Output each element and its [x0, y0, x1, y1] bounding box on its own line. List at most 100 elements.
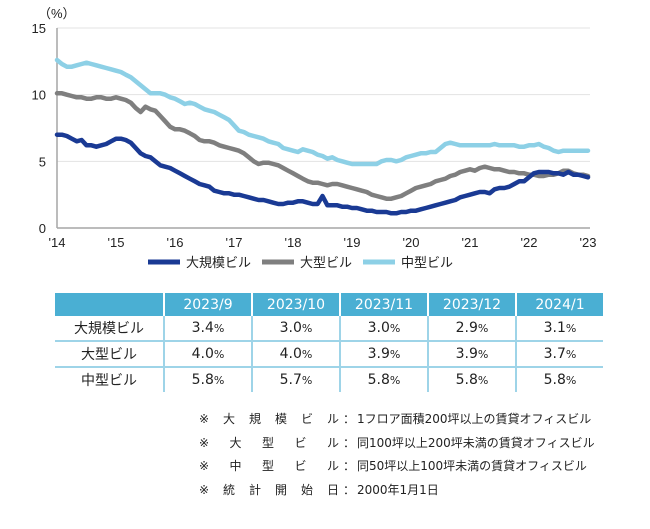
rate-value: 3.9	[367, 346, 390, 362]
x-tick-label: '19	[344, 235, 361, 250]
footnotes: ※ 大規模ビル： 1フロア面積200坪以上の賃貸オフィスビル ※ 大型ビル：同100坪以…	[199, 408, 595, 502]
x-tick-label: '15	[108, 235, 125, 250]
rate-value: 4.0	[191, 346, 214, 362]
rate-cell: 4.0%	[252, 340, 341, 367]
footnote-separator: ：	[343, 459, 356, 473]
y-axis-unit-label: （%）	[38, 6, 76, 21]
legend-label: 大規模ビル	[186, 256, 251, 271]
footnote-separator: ：	[343, 482, 356, 497]
rate-value: 3.0	[367, 320, 390, 336]
rate-cell: 5.8%	[428, 366, 517, 392]
table-header-cell: 2023/10	[252, 293, 341, 316]
y-axis-ticks: 0 5 10 15	[32, 21, 46, 236]
rate-value: 5.7	[279, 372, 302, 388]
y-tick-label: 10	[32, 88, 46, 103]
rate-unit: %	[213, 348, 225, 361]
footnote-row: ※ 大型ビル ：同100坪以上200坪未満の賃貸オフィスビル	[199, 432, 595, 456]
rate-cell: 5.8%	[516, 366, 603, 392]
rate-cell: 3.7%	[516, 340, 603, 367]
footnote-separator: ：	[343, 412, 356, 426]
footnote-row: ※ 大規模ビル ： 1フロア面積200坪以上の賃貸オフィスビル	[199, 408, 595, 432]
rate-unit: %	[477, 322, 489, 335]
rate-unit: %	[301, 322, 313, 335]
x-tick-label: '17	[226, 235, 243, 250]
rate-cell: 3.0%	[340, 316, 429, 341]
vacancy-rate-chart: （%） 0 5 10 15 '14 '15 '16 '17 '18 '19 '20 '21 '22 '2…	[32, 6, 597, 271]
rate-value: 3.0	[279, 320, 302, 336]
x-tick-label: '16	[167, 235, 184, 250]
rate-unit: %	[213, 374, 225, 387]
x-tick-label: '21	[462, 235, 479, 250]
rate-unit: %	[213, 322, 225, 335]
row-label: 中型ビル	[55, 366, 165, 392]
series-line-2	[54, 91, 591, 201]
rate-value: 5.8	[455, 372, 478, 388]
rate-cell: 5.8%	[340, 366, 429, 392]
rate-cell: 4.0%	[164, 340, 253, 367]
row-label: 大型ビル	[55, 340, 165, 367]
footnote-definition: 同100坪以上200坪未満の賃貸オフィスビル	[357, 435, 595, 450]
x-tick-label: '22	[521, 235, 538, 250]
rate-unit: %	[565, 322, 577, 335]
rate-value: 3.9	[455, 346, 478, 362]
footnote-row: ※ 統計開始日 ： 2000年1月1日	[199, 479, 595, 503]
rate-unit: %	[565, 348, 577, 361]
y-tick-label: 0	[39, 221, 46, 236]
table-header-cell: 2024/1	[516, 293, 603, 316]
rate-value: 3.1	[543, 320, 566, 336]
footnote-term: ※ 中型ビル	[199, 459, 339, 473]
rate-unit: %	[389, 348, 401, 361]
table-row: 中型ビル 5.8% 5.7% 5.8% 5.8% 5.8%	[55, 366, 603, 392]
y-tick-label: 5	[39, 154, 46, 169]
footnote-term: ※ 大規模ビル	[199, 412, 339, 426]
rate-unit: %	[301, 348, 313, 361]
table-header-cell: 2023/9	[164, 293, 253, 316]
legend: 大規模ビル 大型ビル 中型ビル	[148, 256, 453, 271]
footnote-separator: ：	[343, 435, 356, 450]
footnote-term: ※ 大型ビル	[199, 435, 339, 450]
grid-lines	[57, 27, 590, 162]
row-label: 大規模ビル	[55, 316, 165, 341]
rate-value: 5.8	[367, 372, 390, 388]
rate-cell: 2.9%	[428, 316, 517, 341]
series-line-3	[54, 57, 591, 167]
y-tick-label: 15	[32, 21, 46, 36]
x-axis-ticks: '14 '15 '16 '17 '18 '19 '20 '21 '22 '23	[49, 235, 597, 250]
legend-label: 大型ビル	[300, 256, 352, 271]
rate-cell: 3.1%	[516, 316, 603, 341]
footnote-definition: 同50坪以上100坪未満の賃貸オフィスビル	[357, 459, 587, 473]
table-header-row: 2023/9 2023/10 2023/11 2023/12 2024/1	[55, 293, 603, 316]
rate-value: 4.0	[279, 346, 302, 362]
vacancy-rate-table: 2023/9 2023/10 2023/11 2023/12 2024/1 大規…	[55, 293, 603, 392]
x-tick-label: '14	[49, 235, 66, 250]
table-header-cell	[55, 293, 165, 316]
rate-cell: 3.9%	[340, 340, 429, 367]
table-header-cell: 2023/11	[340, 293, 429, 316]
series-lines	[54, 57, 591, 216]
rate-value: 3.7	[543, 346, 566, 362]
x-tick-label: '23	[580, 235, 597, 250]
x-tick-label: '20	[403, 235, 420, 250]
legend-label: 中型ビル	[401, 256, 453, 271]
rate-unit: %	[477, 374, 489, 387]
table-row: 大型ビル 4.0% 4.0% 3.9% 3.9% 3.7%	[55, 340, 603, 367]
rate-value: 5.8	[543, 372, 566, 388]
rate-cell: 3.4%	[164, 316, 253, 341]
footnote-row: ※ 中型ビル ：同50坪以上100坪未満の賃貸オフィスビル	[199, 455, 595, 479]
x-tick-label: '18	[285, 235, 302, 250]
rate-value: 5.8	[191, 372, 214, 388]
rate-value: 3.4	[191, 320, 214, 336]
footnote-definition: 2000年1月1日	[357, 482, 439, 497]
footnote-term: ※ 統計開始日	[199, 482, 339, 497]
series-line-1	[54, 132, 591, 216]
footnote-definition: 1フロア面積200坪以上の賃貸オフィスビル	[357, 412, 592, 426]
rate-unit: %	[565, 374, 577, 387]
rate-cell: 3.0%	[252, 316, 341, 341]
rate-unit: %	[301, 374, 313, 387]
rate-unit: %	[389, 374, 401, 387]
table-row: 大規模ビル 3.4% 3.0% 3.0% 2.9% 3.1%	[55, 316, 603, 341]
rate-unit: %	[389, 322, 401, 335]
table-header-cell: 2023/12	[428, 293, 517, 316]
rate-value: 2.9	[455, 320, 478, 336]
rate-cell: 5.8%	[164, 366, 253, 392]
